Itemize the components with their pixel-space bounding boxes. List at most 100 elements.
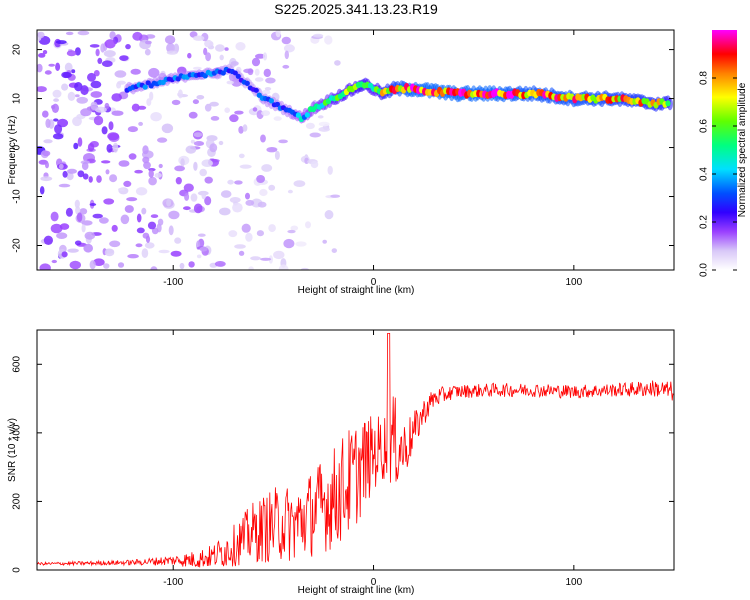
spectrogram-noise-cell	[245, 192, 250, 200]
spectrogram-noise-cell	[111, 110, 124, 116]
spectrogram-y-tick-label: 0	[12, 144, 23, 150]
spectrogram-noise-cell	[278, 264, 289, 270]
spectrogram-noise-cell	[71, 69, 76, 74]
snr-y-tick-label: 600	[12, 356, 23, 373]
spectrogram-noise-cell	[284, 50, 289, 60]
spectrogram-noise-cell	[260, 134, 266, 143]
spectrogram-noise-cell	[89, 44, 100, 48]
spectrogram-noise-cell	[254, 77, 264, 82]
spectrogram-noise-cell	[117, 262, 125, 268]
spectrogram-noise-cell	[74, 240, 82, 246]
spectrogram-noise-cell	[251, 57, 261, 67]
spectrogram-noise-cell	[142, 145, 149, 155]
spectrogram-noise-cell	[215, 44, 225, 52]
spectrogram-noise-cell	[101, 160, 111, 164]
spectrogram-noise-cell	[183, 183, 194, 192]
spectrogram-noise-cell	[185, 145, 197, 154]
spectrogram-noise-cell	[273, 116, 282, 121]
spectrogram-noise-cell	[275, 30, 281, 38]
spectrogram-noise-cell	[40, 176, 53, 182]
spectrogram-noise-cell	[38, 53, 46, 58]
spectrogram-noise-cell	[158, 163, 163, 169]
spectrogram-noise-cell	[103, 263, 110, 269]
spectrogram-noise-cell	[161, 123, 174, 134]
spectrogram-noise-cell	[263, 68, 271, 78]
spectrogram-noise-cell	[190, 193, 198, 202]
colorbar-tick-label: 0.8	[699, 71, 710, 85]
spectrogram-noise-cell	[61, 83, 69, 91]
spectrogram-noise-cell	[290, 225, 299, 231]
spectrogram-noise-cell	[61, 71, 71, 79]
spectrogram-noise-cell	[50, 223, 63, 234]
snr-x-label: Height of straight line (km)	[298, 585, 415, 596]
spectrogram-noise-cell	[235, 42, 246, 51]
spectrogram-noise-cell	[197, 233, 206, 237]
spectrogram-noise-cell	[283, 238, 295, 249]
spectrogram-noise-cell	[230, 61, 239, 66]
spectrogram-noise-cell	[107, 132, 120, 141]
spectrogram-noise-cell	[149, 91, 154, 101]
spectrogram-noise-cell	[256, 175, 265, 183]
spectrogram-noise-cell	[310, 160, 319, 169]
spectrogram-noise-cell	[265, 77, 276, 84]
spectrogram-noise-cell	[88, 176, 93, 183]
spectrogram-noise-cell	[174, 237, 182, 244]
spectrogram-noise-cell	[283, 44, 295, 53]
spectrogram-noise-cell	[66, 50, 77, 57]
spectrogram-noise-cell	[125, 44, 131, 50]
spectrogram-noise-cell	[183, 206, 191, 211]
spectrogram-noise-cell	[145, 40, 152, 45]
spectrogram-noise-cell	[69, 260, 82, 270]
spectrogram-noise-cell	[187, 52, 192, 59]
spectrogram-noise-cell	[193, 132, 203, 138]
spectrogram-noise-cell	[274, 150, 280, 160]
spectrogram-ridge	[124, 63, 673, 124]
spectrogram-noise-cell	[141, 248, 149, 258]
spectrogram-x-label: Height of straight line (km)	[298, 285, 415, 296]
spectrogram-noise-cell	[238, 250, 245, 256]
spectrogram-noise-cell	[204, 103, 212, 112]
spectrogram-noise-cell	[51, 259, 57, 264]
spectrogram-noise-cell	[55, 62, 61, 71]
spectrogram-ridge-cell	[235, 73, 241, 79]
spectrogram-noise-cell	[55, 40, 67, 45]
spectrogram-noise-cell	[295, 241, 307, 247]
spectrogram-noise-cell	[317, 115, 324, 119]
spectrogram-noise-cell	[97, 57, 103, 64]
spectrogram-noise-cell	[193, 141, 205, 146]
spectrogram-noise-cell	[79, 208, 88, 215]
spectrogram-noise-cell	[300, 267, 309, 270]
spectrogram-noise-cell	[130, 68, 141, 75]
spectrogram-noise-cell	[324, 35, 333, 45]
spectrogram-noise-cell	[168, 225, 174, 236]
spectrogram-noise-cell	[268, 184, 276, 191]
spectrogram-noise-cell	[220, 190, 232, 198]
spectrogram-noise-cell	[142, 156, 150, 164]
spectrogram-noise-cell	[210, 116, 220, 121]
spectrogram-noise-cell	[42, 110, 49, 118]
spectrogram-noise-cell	[74, 82, 83, 92]
spectrogram-noise-cell	[324, 210, 334, 220]
spectrogram-noise-cell	[273, 250, 285, 260]
spectrogram-noise-cell	[334, 60, 341, 66]
spectrogram-noise-cell	[250, 256, 261, 261]
spectrogram-noise-cell	[146, 98, 152, 106]
spectrogram-noise-cell	[228, 230, 238, 238]
spectrogram-noise-cell	[150, 266, 158, 270]
spectrogram-noise-cell	[305, 221, 311, 229]
spectrogram-noise-cell	[112, 142, 119, 153]
spectrogram-noise-cell	[136, 213, 142, 223]
spectrogram-noise-cell	[184, 192, 190, 201]
spectrogram-noise-cell	[92, 213, 103, 219]
spectrogram-noise-cell	[37, 86, 47, 93]
spectrogram-noise-cell	[135, 243, 143, 248]
spectrogram-noise-cell	[261, 164, 273, 172]
spectrogram-noise-cell	[180, 158, 185, 167]
snr-y-tick-label: 200	[12, 493, 23, 510]
spectrogram-noise-cell	[67, 168, 77, 174]
spectrogram-noise-cell	[247, 68, 254, 76]
spectrogram-noise-cell	[190, 139, 195, 144]
spectrogram-noise-cell	[219, 54, 224, 61]
spectrogram-noise-cell	[123, 180, 132, 187]
spectrogram-noise-cell	[229, 197, 241, 203]
